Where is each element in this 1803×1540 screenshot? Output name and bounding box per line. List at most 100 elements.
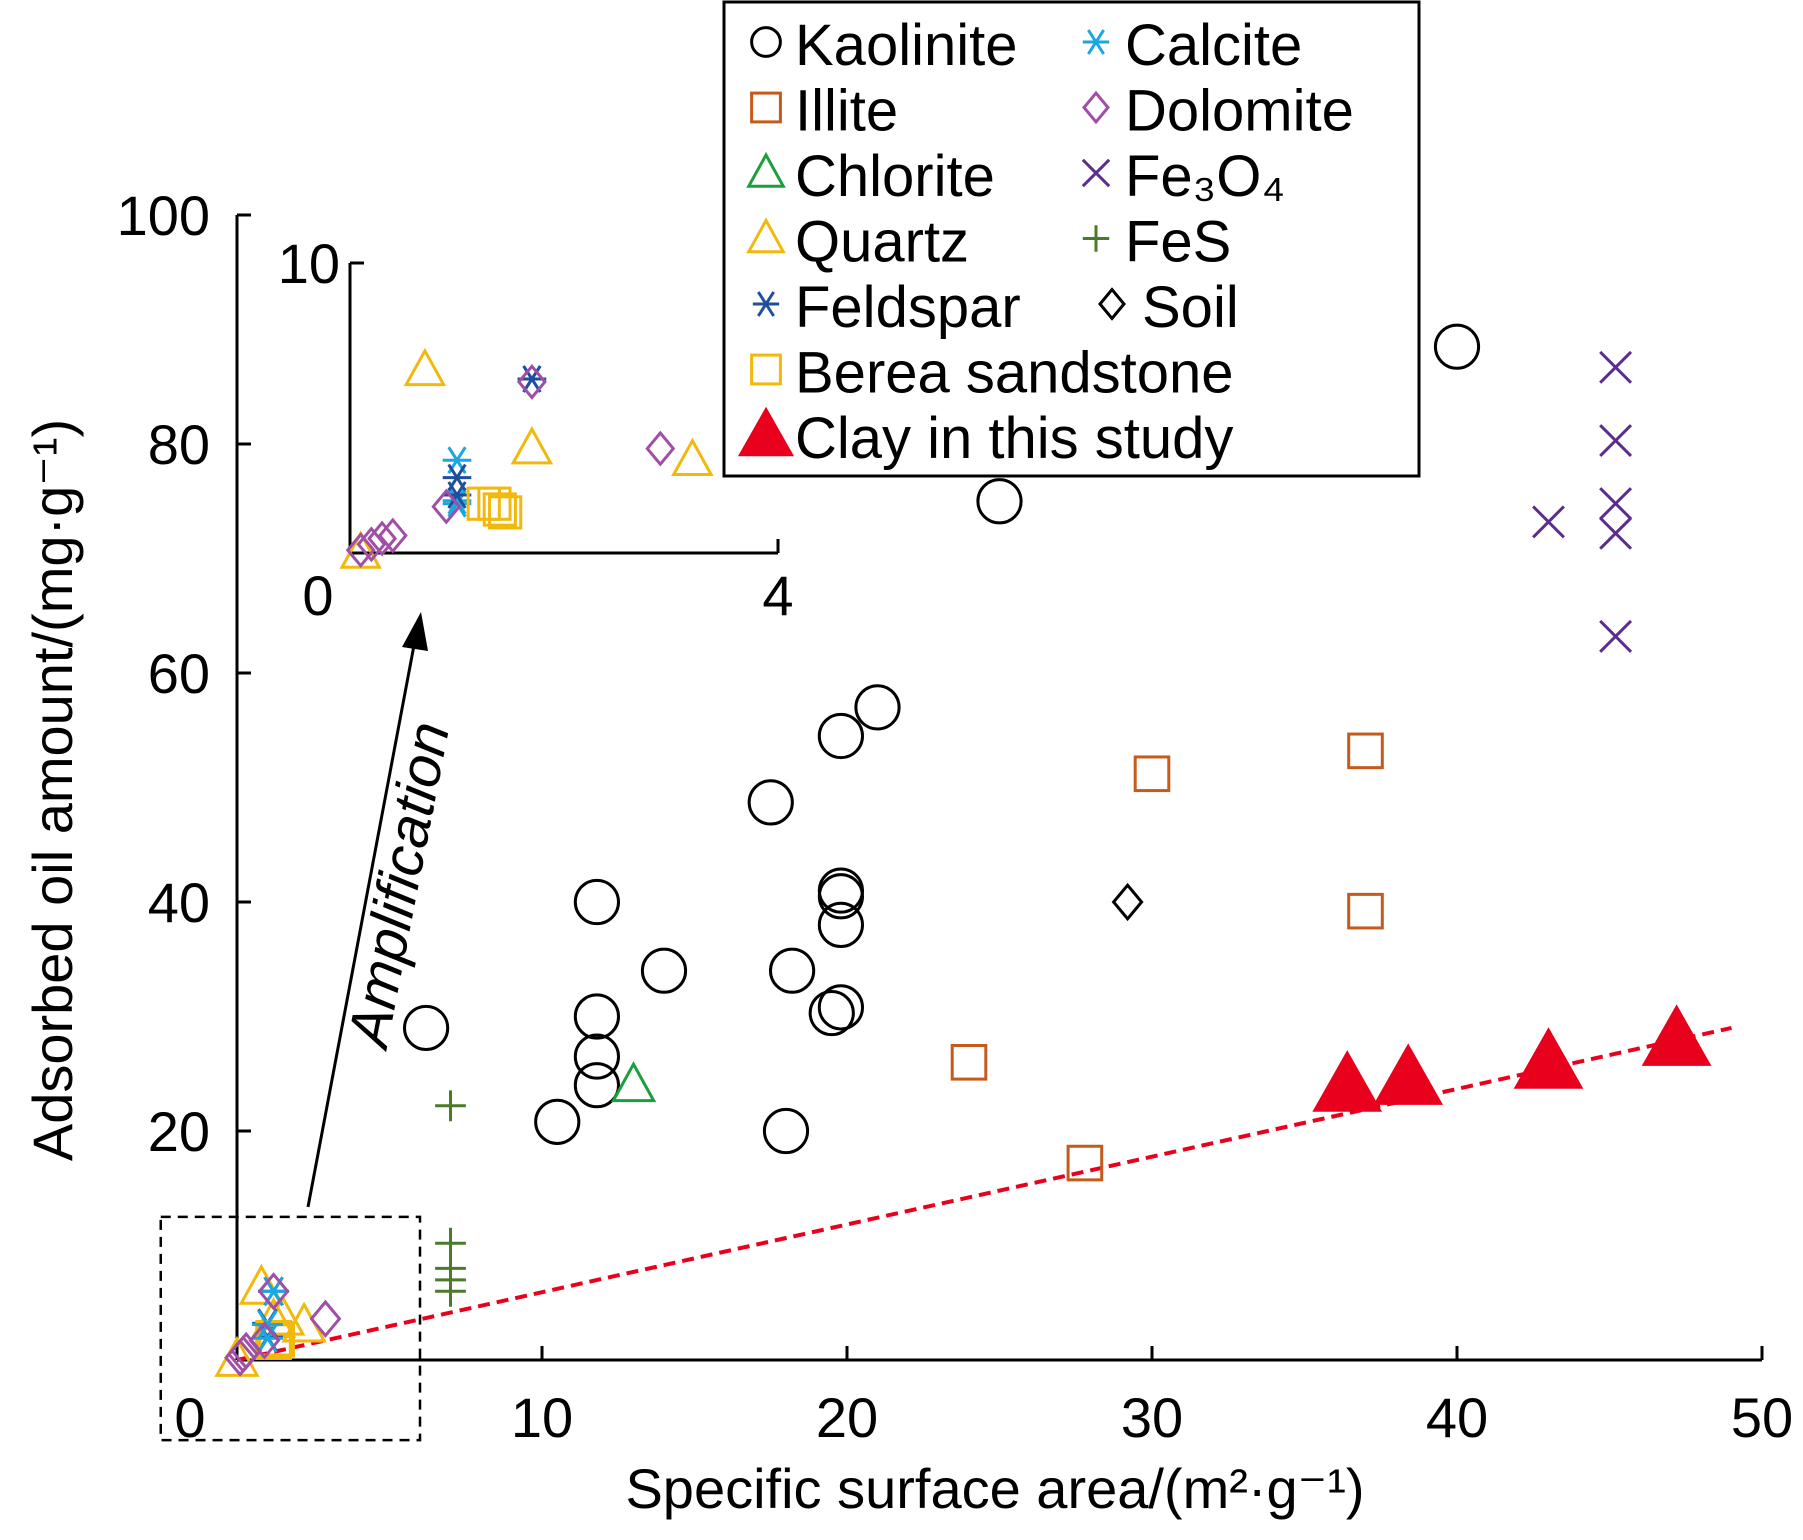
legend-marker xyxy=(750,26,782,58)
data-point xyxy=(950,1044,988,1081)
legend-label: Calcite xyxy=(1125,13,1302,78)
legend-marker xyxy=(750,353,782,386)
data-points xyxy=(214,323,1712,1377)
data-point xyxy=(435,1275,466,1307)
data-point xyxy=(238,1263,285,1305)
legend-label: Clay in this study xyxy=(795,406,1233,471)
data-point xyxy=(1373,1043,1444,1105)
x-tick-label: 10 xyxy=(511,1386,573,1449)
inset-data-point xyxy=(345,532,376,569)
data-point xyxy=(403,1004,450,1052)
inset-data-point xyxy=(403,347,447,387)
data-point xyxy=(1599,516,1633,550)
legend-item: Quartz xyxy=(746,210,969,275)
data-point xyxy=(309,1299,342,1338)
data-point xyxy=(762,1107,810,1155)
legend-marker xyxy=(1082,225,1110,252)
inset-data-point xyxy=(442,481,472,509)
data-point xyxy=(976,478,1023,525)
amplification-annotation: Amplification xyxy=(306,612,462,1208)
y-tick-label: 40 xyxy=(148,871,210,934)
data-point xyxy=(573,1062,621,1109)
series-kaolinite xyxy=(403,323,1481,1155)
inset-data-point xyxy=(510,426,554,465)
inset-data-point xyxy=(482,492,517,527)
legend-item: Fe₃O₄ xyxy=(1081,144,1285,209)
legend-item: Dolomite xyxy=(1082,79,1354,144)
inset-plot: 0 4 10 xyxy=(278,232,794,627)
data-point xyxy=(1513,1027,1584,1089)
legend-item: FeS xyxy=(1082,210,1231,275)
inset-data-point xyxy=(671,437,714,476)
series-soil xyxy=(1111,882,1144,922)
y-axis-title: Adsorbed oil amount/(mg·g⁻¹) xyxy=(21,419,84,1161)
legend-item: Calcite xyxy=(1082,13,1302,78)
series-clay-in-this-study xyxy=(1312,1004,1712,1112)
inset-data-point xyxy=(488,495,523,530)
data-point xyxy=(1066,1144,1104,1182)
inset-data-point xyxy=(442,446,472,475)
legend: KaoliniteIlliteChloriteQuartzFeldsparBer… xyxy=(722,0,1421,478)
series-fe-o- xyxy=(1532,350,1633,653)
data-point xyxy=(1532,505,1565,539)
legend-marker xyxy=(1082,29,1110,55)
x-tick-label: 30 xyxy=(1121,1386,1183,1449)
inset-data-point xyxy=(516,363,547,400)
x-tick-label: 40 xyxy=(1426,1386,1488,1449)
series-chlorite xyxy=(610,1061,657,1103)
inset-x-tick-label: 4 xyxy=(762,564,793,627)
data-point xyxy=(573,993,621,1040)
data-point xyxy=(1111,882,1144,922)
inset-data-point xyxy=(367,520,398,557)
series-dolomite xyxy=(224,1272,342,1377)
y-tick-label: 100 xyxy=(117,184,210,247)
data-point xyxy=(610,1061,657,1103)
inset-data-point xyxy=(477,486,512,521)
data-point xyxy=(1599,424,1633,458)
inset-data-point xyxy=(377,517,408,554)
legend-marker xyxy=(1098,287,1126,321)
data-point xyxy=(1312,1050,1383,1112)
legend-label: Soil xyxy=(1142,275,1239,340)
legend-label: Fe₃O₄ xyxy=(1125,144,1285,209)
x-axis-title: Specific surface area/(m²·g⁻¹) xyxy=(625,1457,1364,1520)
y-tick-label: 60 xyxy=(148,642,210,705)
legend-marker xyxy=(737,406,795,457)
data-point xyxy=(1433,323,1481,370)
legend-label: Illite xyxy=(795,79,898,144)
legend-label: Feldspar xyxy=(795,275,1021,340)
data-point xyxy=(640,947,688,994)
legend-label: Quartz xyxy=(795,210,969,275)
data-point xyxy=(435,1090,466,1122)
x-tick-label: 0 xyxy=(174,1386,205,1449)
legend-label: Dolomite xyxy=(1125,79,1354,144)
data-point xyxy=(1133,755,1171,793)
trendline xyxy=(236,1025,1732,1362)
data-point xyxy=(1641,1004,1712,1066)
amplification-arrow-line xyxy=(306,639,417,1208)
dashed-region-rect xyxy=(159,1215,422,1442)
data-point xyxy=(1599,619,1633,653)
data-point xyxy=(808,989,855,1037)
data-point xyxy=(817,712,865,760)
y-tick-label: 80 xyxy=(148,413,210,476)
legend-item: Kaolinite xyxy=(750,13,1017,78)
legend-marker xyxy=(752,291,780,317)
inset-series-dolomite xyxy=(345,363,676,569)
legend-marker xyxy=(750,91,782,124)
inset-data-point xyxy=(442,486,472,515)
data-point xyxy=(1347,892,1384,930)
inset-series-berea-sandstone xyxy=(466,486,523,530)
amplification-label: Amplification xyxy=(335,717,462,1055)
data-point xyxy=(747,779,794,826)
y-tick-label: 20 xyxy=(148,1100,210,1163)
inset-data-point xyxy=(356,526,387,563)
data-point xyxy=(769,947,816,994)
data-point xyxy=(854,684,901,731)
series-illite xyxy=(950,732,1384,1182)
trendline-group xyxy=(236,1025,1732,1362)
data-point xyxy=(257,1272,290,1311)
legend-label: Kaolinite xyxy=(795,13,1017,78)
legend-item: Feldspar xyxy=(752,275,1021,340)
